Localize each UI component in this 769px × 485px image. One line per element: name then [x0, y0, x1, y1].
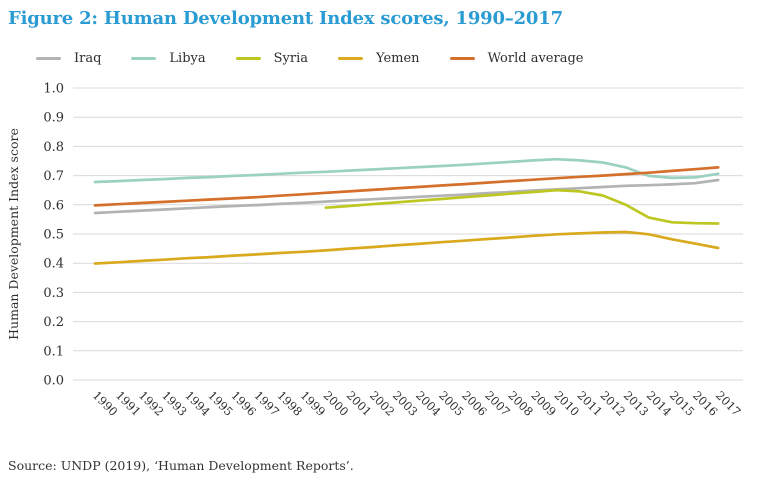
x-tick-labels: 1990199119921993199419951996199719981999… — [90, 388, 744, 419]
x-tick-label-2000: 2000 — [321, 388, 352, 419]
y-tick-label-0.0: 0.0 — [43, 374, 64, 389]
x-tick-label-1995: 1995 — [205, 388, 236, 419]
x-tick-label-1997: 1997 — [251, 388, 282, 419]
y-tick-label-0.5: 0.5 — [43, 228, 64, 243]
legend-label-iraq: Iraq — [74, 50, 102, 66]
x-tick-label-2011: 2011 — [575, 388, 606, 419]
y-tick-label-0.9: 0.9 — [43, 111, 64, 126]
x-tick-label-2016: 2016 — [690, 388, 721, 419]
legend-label-libya: Libya — [169, 50, 206, 66]
chart-legend: Iraq Libya Syria Yemen World average — [36, 50, 613, 66]
x-tick-label-2006: 2006 — [459, 388, 490, 419]
x-tick-label-1992: 1992 — [136, 388, 167, 419]
legend-item-syria: Syria — [235, 50, 309, 66]
legend-item-world-average: World average — [449, 50, 584, 66]
y-tick-label-0.4: 0.4 — [43, 257, 64, 272]
figure-title: Figure 2: Human Development Index scores… — [8, 8, 563, 29]
y-tick-labels: 1.0 0.9 0.8 0.7 0.6 0.5 0.4 0.3 0.2 0.1 0.0 — [43, 82, 64, 389]
x-tick-label-1998: 1998 — [275, 388, 306, 419]
x-tick-label-2017: 2017 — [713, 388, 744, 419]
legend-item-yemen: Yemen — [338, 51, 420, 66]
x-tick-label-2008: 2008 — [505, 388, 536, 419]
x-tick-label-2003: 2003 — [390, 388, 421, 419]
y-axis-title: Human Development Index score — [6, 128, 21, 340]
y-tick-label-0.8: 0.8 — [43, 140, 64, 155]
series-line-yemen — [93, 230, 720, 265]
series-line-iraq — [93, 178, 720, 215]
x-tick-label-2015: 2015 — [667, 388, 698, 419]
x-tick-label-2002: 2002 — [367, 388, 398, 419]
x-tick-label-2005: 2005 — [436, 388, 467, 419]
legend-label-syria: Syria — [273, 50, 309, 66]
x-tick-label-2010: 2010 — [551, 388, 582, 419]
x-tick-label-2014: 2014 — [644, 388, 675, 419]
y-tick-label-0.1: 0.1 — [43, 344, 64, 359]
legend-swatch-yemen — [338, 56, 364, 60]
gridlines-layer — [73, 87, 743, 381]
legend-item-iraq: Iraq — [36, 51, 101, 66]
x-tick-label-2013: 2013 — [621, 388, 652, 419]
legend-swatch-syria — [235, 56, 261, 60]
x-tick-label-2004: 2004 — [413, 388, 444, 419]
x-tick-label-2009: 2009 — [528, 388, 559, 419]
legend-swatch-libya — [131, 56, 157, 60]
legend-swatch-iraq — [36, 56, 61, 60]
y-tick-label-0.2: 0.2 — [43, 315, 64, 330]
x-tick-label-2012: 2012 — [598, 388, 629, 419]
x-tick-label-1993: 1993 — [159, 388, 190, 419]
legend-item-libya: Libya — [131, 50, 206, 66]
x-tick-label-2007: 2007 — [482, 388, 513, 419]
legend-swatch-world-average — [449, 56, 475, 60]
x-tick-label-1996: 1996 — [228, 388, 259, 419]
series-line-libya — [93, 157, 720, 184]
x-tick-label-1990: 1990 — [90, 388, 121, 419]
x-tick-label-2001: 2001 — [344, 388, 375, 419]
x-tick-label-1991: 1991 — [113, 388, 144, 419]
x-tick-label-1994: 1994 — [182, 388, 213, 419]
source-note: Source: UNDP (2019), ‘Human Development … — [8, 458, 354, 473]
series-line-world-average — [93, 166, 720, 207]
x-tick-label-1999: 1999 — [298, 388, 329, 419]
y-tick-label-0.3: 0.3 — [43, 286, 64, 301]
legend-label-yemen: Yemen — [376, 50, 420, 66]
legend-label-world-average: World average — [487, 50, 584, 66]
series-lines — [93, 157, 720, 265]
y-tick-label-1.0: 1.0 — [43, 82, 64, 97]
y-tick-label-0.7: 0.7 — [43, 169, 64, 184]
y-tick-label-0.6: 0.6 — [43, 198, 64, 213]
series-line-syria — [324, 188, 720, 225]
